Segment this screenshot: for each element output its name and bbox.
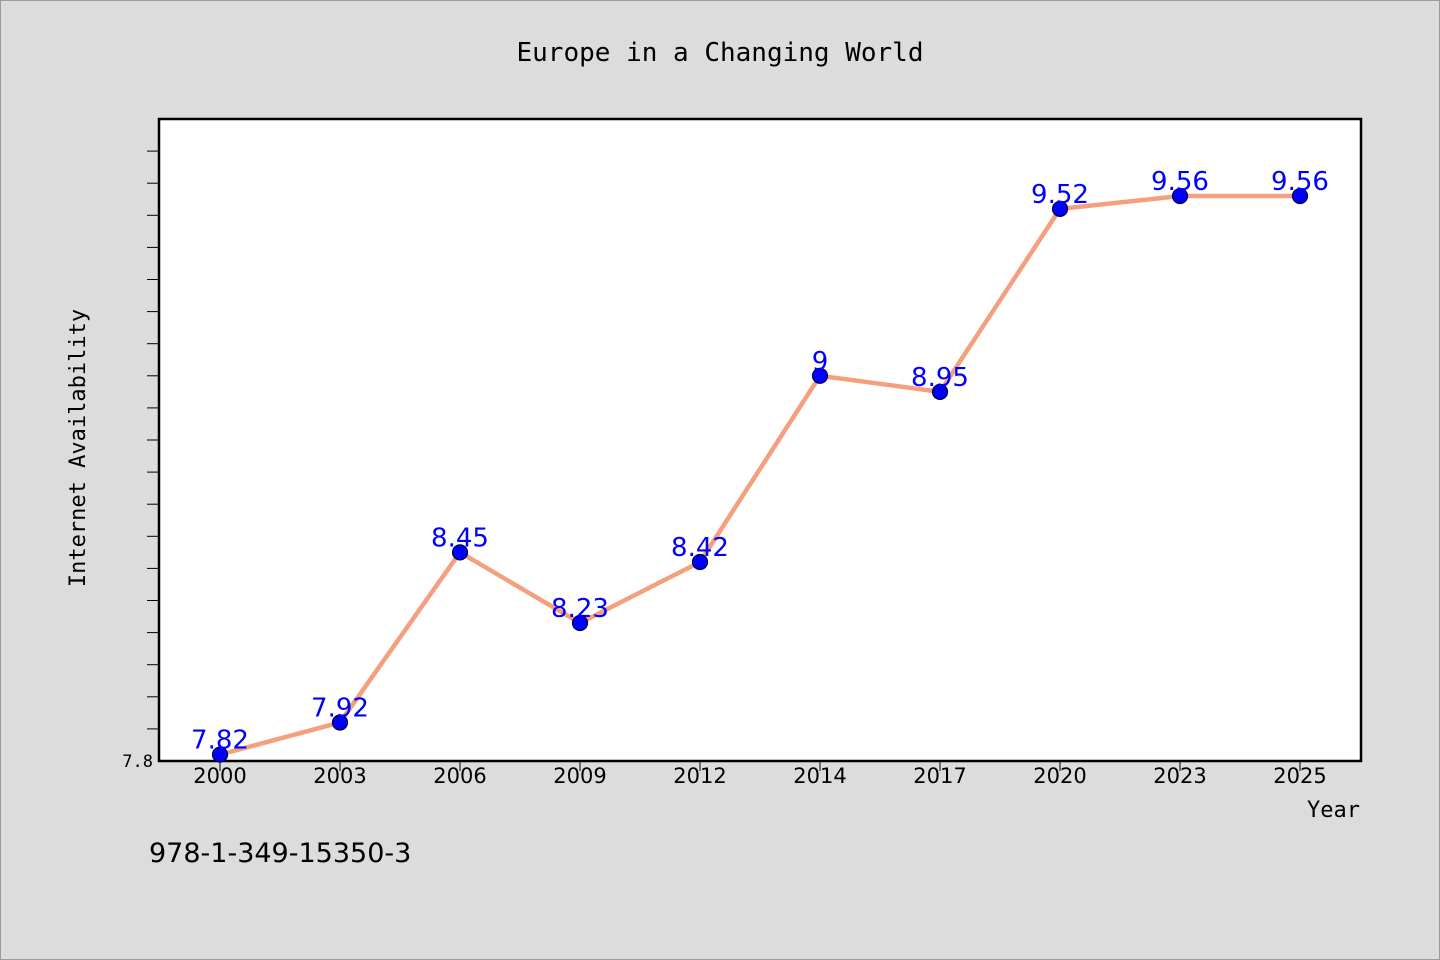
y-axis-label: Internet Availability xyxy=(66,309,91,587)
x-tick-label: 2000 xyxy=(193,764,246,788)
data-point xyxy=(571,614,589,632)
x-tick-label: 2006 xyxy=(433,764,486,788)
data-label: 9.56 xyxy=(1271,167,1329,197)
chart-title: Europe in a Changing World xyxy=(517,38,924,68)
data-point xyxy=(1051,200,1069,217)
data-point xyxy=(691,553,709,571)
data-point xyxy=(811,367,829,384)
plot-area xyxy=(157,117,1363,763)
x-tick-label: 2020 xyxy=(1033,764,1086,788)
data-label: 8.95 xyxy=(911,363,969,393)
data-point xyxy=(1171,187,1189,205)
x-tick-label: 2014 xyxy=(793,764,846,788)
data-point xyxy=(451,544,469,561)
isbn-footer: 978-1-349-15350-3 xyxy=(149,838,411,869)
data-label: 9 xyxy=(812,347,829,377)
x-tick-label: 2009 xyxy=(553,764,606,788)
x-axis-ticks: 2000 2003 2006 2009 2012 2014 2017 2020 2023 2025 xyxy=(193,761,1327,788)
y-axis-ticks: 7.8 xyxy=(122,150,159,772)
data-label: 7.92 xyxy=(311,693,369,723)
data-label: 9.52 xyxy=(1031,180,1089,210)
x-tick-label: 2017 xyxy=(913,764,966,788)
data-label: 7.82 xyxy=(191,726,249,756)
data-label: 8.45 xyxy=(431,523,489,553)
x-axis-label: Year xyxy=(1307,798,1360,823)
series-layer: 7.82 7.92 8.45 8.23 8.42 9 8.95 9.52 9.56 9.56 xyxy=(191,167,1329,763)
data-label: 8.42 xyxy=(671,533,729,563)
data-point xyxy=(211,746,229,763)
x-tick-label: 2003 xyxy=(313,764,366,788)
x-tick-label: 2012 xyxy=(673,764,726,788)
data-label: 9.56 xyxy=(1151,167,1209,197)
data-point xyxy=(1291,187,1309,205)
data-point xyxy=(931,383,949,400)
data-point xyxy=(331,714,349,731)
y-tick-label: 7.8 xyxy=(122,752,153,772)
series-line xyxy=(217,193,1303,757)
x-tick-label: 2025 xyxy=(1273,764,1326,788)
x-tick-label: 2023 xyxy=(1153,764,1206,788)
data-label: 8.23 xyxy=(551,594,609,624)
